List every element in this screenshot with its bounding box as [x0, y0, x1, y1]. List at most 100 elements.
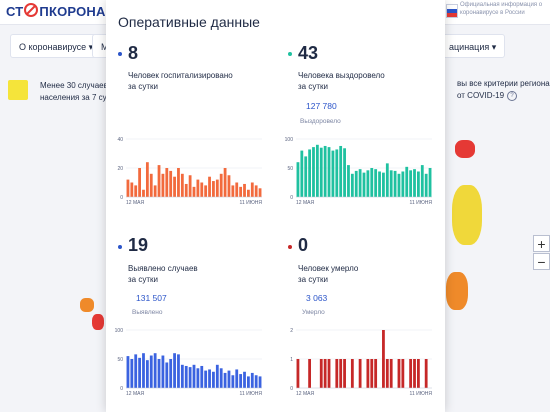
- chart-bar[interactable]: [358, 359, 362, 388]
- chart-bar[interactable]: [413, 169, 416, 197]
- chart-bar[interactable]: [219, 368, 223, 388]
- chart-bar[interactable]: [327, 359, 331, 388]
- chart-bar[interactable]: [212, 371, 215, 388]
- chart-bar[interactable]: [343, 148, 346, 197]
- chart-bar[interactable]: [126, 179, 130, 197]
- chart-bar[interactable]: [138, 168, 141, 197]
- chart-bar[interactable]: [215, 179, 219, 197]
- chart-bar[interactable]: [192, 186, 196, 197]
- chart-bar[interactable]: [319, 359, 323, 388]
- chart-bar[interactable]: [204, 185, 208, 197]
- chart-bar[interactable]: [247, 376, 250, 388]
- chart-bar[interactable]: [177, 168, 180, 197]
- chart-bar[interactable]: [239, 186, 243, 197]
- chart-bar[interactable]: [169, 359, 173, 388]
- chart-bar[interactable]: [382, 172, 385, 197]
- map-region[interactable]: [92, 314, 104, 330]
- chart-bar[interactable]: [397, 359, 401, 388]
- chart-bar[interactable]: [142, 353, 145, 388]
- chart-bar[interactable]: [243, 183, 246, 197]
- chart-bar[interactable]: [142, 189, 145, 197]
- chart-bar[interactable]: [366, 359, 370, 388]
- chart-bar[interactable]: [335, 359, 339, 388]
- chart-bar[interactable]: [134, 185, 138, 197]
- chart-bar[interactable]: [153, 185, 157, 197]
- chart-bar[interactable]: [374, 169, 378, 197]
- chart-bar[interactable]: [319, 147, 323, 197]
- chart-bar[interactable]: [385, 163, 389, 197]
- map-region[interactable]: [80, 298, 94, 312]
- chart-bar[interactable]: [312, 147, 315, 197]
- chart-bar[interactable]: [161, 173, 165, 197]
- chart-bar[interactable]: [165, 168, 169, 197]
- chart-bar[interactable]: [308, 359, 311, 388]
- chart-bar[interactable]: [212, 181, 215, 197]
- chart-bar[interactable]: [308, 149, 311, 197]
- chart-bar[interactable]: [239, 374, 243, 388]
- chart-bar[interactable]: [231, 375, 235, 388]
- chart-bar[interactable]: [350, 173, 354, 197]
- chart-bar[interactable]: [378, 171, 381, 197]
- chart-bar[interactable]: [374, 359, 378, 388]
- chart-bar[interactable]: [223, 372, 227, 388]
- chart-bar[interactable]: [331, 150, 335, 197]
- chart-bar[interactable]: [409, 359, 413, 388]
- map-region[interactable]: [452, 185, 482, 245]
- chart-bar[interactable]: [235, 369, 239, 388]
- chart-bar[interactable]: [323, 359, 327, 388]
- chart-bar[interactable]: [393, 170, 397, 197]
- chart-bar[interactable]: [389, 359, 393, 388]
- chart-bar[interactable]: [250, 372, 254, 388]
- chart-bar[interactable]: [254, 375, 258, 388]
- chart-bar[interactable]: [385, 359, 389, 388]
- chart-bar[interactable]: [173, 176, 176, 197]
- chart-bar[interactable]: [130, 359, 134, 388]
- chart-bar[interactable]: [366, 170, 370, 197]
- chart-bar[interactable]: [354, 170, 358, 197]
- chart-bar[interactable]: [200, 182, 204, 198]
- chart-bar[interactable]: [223, 168, 227, 197]
- chart-bar[interactable]: [149, 355, 153, 388]
- chart-bar[interactable]: [339, 145, 343, 197]
- chart-bar[interactable]: [188, 175, 192, 197]
- chart-bar[interactable]: [196, 368, 200, 388]
- chart-bar[interactable]: [413, 359, 416, 388]
- zoom-in-button[interactable]: +: [533, 235, 550, 252]
- chart-bar[interactable]: [417, 171, 420, 197]
- chart-bar[interactable]: [397, 173, 401, 197]
- chart-bar[interactable]: [370, 168, 374, 197]
- map-region[interactable]: [455, 140, 475, 158]
- chart-bar[interactable]: [184, 365, 188, 388]
- chart-bar[interactable]: [169, 170, 173, 197]
- chart-bar[interactable]: [327, 147, 331, 197]
- chart-bar[interactable]: [227, 370, 231, 388]
- chart-bar[interactable]: [200, 365, 204, 388]
- chart-bar[interactable]: [350, 359, 354, 388]
- chart-bar[interactable]: [358, 169, 362, 197]
- chart-bar[interactable]: [258, 376, 262, 388]
- chart-bar[interactable]: [254, 185, 258, 197]
- chart-bar[interactable]: [243, 371, 246, 388]
- chart-bar[interactable]: [405, 166, 409, 197]
- chart-bar[interactable]: [235, 182, 239, 198]
- chart-bar[interactable]: [304, 156, 308, 197]
- chart-bar[interactable]: [428, 168, 432, 197]
- chart-bar[interactable]: [382, 330, 385, 388]
- chart-bar[interactable]: [173, 353, 176, 388]
- chart-bar[interactable]: [227, 175, 231, 197]
- chart-bar[interactable]: [409, 170, 413, 197]
- chart-bar[interactable]: [424, 173, 428, 197]
- info-icon[interactable]: ?: [507, 90, 518, 101]
- chart-bar[interactable]: [208, 369, 211, 388]
- chart-bar[interactable]: [315, 144, 319, 197]
- chart-bar[interactable]: [184, 183, 188, 197]
- chart-bar[interactable]: [335, 149, 339, 197]
- chart-bar[interactable]: [401, 359, 405, 388]
- chart-bar[interactable]: [231, 185, 235, 197]
- chart-bar[interactable]: [370, 359, 374, 388]
- chart-bar[interactable]: [343, 359, 346, 388]
- chart-bar[interactable]: [401, 171, 405, 197]
- chart-bar[interactable]: [247, 189, 250, 197]
- nav-vaccination[interactable]: ацинация ▾: [440, 34, 506, 58]
- chart-bar[interactable]: [347, 165, 350, 197]
